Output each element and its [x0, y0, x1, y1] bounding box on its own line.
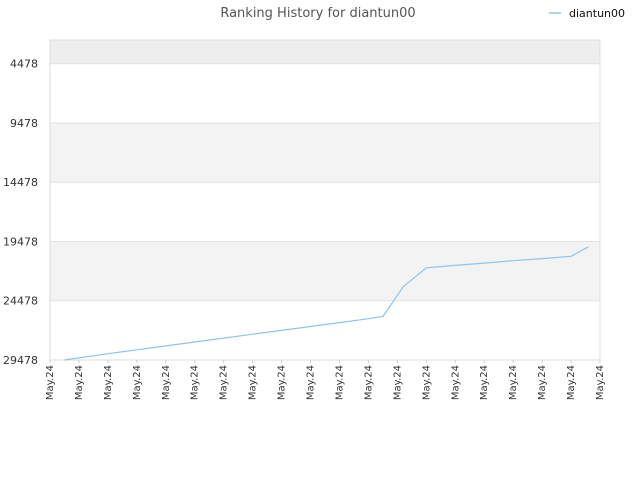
x-tick-label: May.24	[74, 365, 85, 400]
plot-background	[50, 40, 600, 360]
plot-band	[50, 40, 600, 64]
plot-band	[50, 300, 600, 360]
x-tick-label: May.24	[190, 365, 201, 400]
x-tick-label: May.24	[537, 365, 548, 400]
x-tick-label: May.24	[306, 365, 317, 400]
x-tick-label: May.24	[45, 365, 56, 400]
plot-band	[50, 63, 600, 123]
x-tick-label: May.24	[450, 365, 461, 400]
x-tick-label: May.24	[161, 365, 172, 400]
x-tick-label: May.24	[363, 365, 374, 400]
x-tick-label: May.24	[219, 365, 230, 400]
series-layer	[64, 246, 589, 361]
x-axis-ticks: May.24 May.24 May.24 May.24 May.24 May.24 May.…	[45, 360, 606, 400]
x-tick-label: May.24	[277, 365, 288, 400]
x-tick-label: May.24	[334, 365, 345, 400]
series-line-diantun00	[64, 246, 589, 361]
legend[interactable]: diantun00	[549, 7, 625, 20]
x-tick-label: May.24	[421, 365, 432, 400]
x-tick-label: May.24	[508, 365, 519, 400]
plot-frame	[49, 39, 601, 361]
x-tick-label: May.24	[595, 365, 606, 400]
chart-title: Ranking History for diantun00	[220, 6, 415, 21]
y-tick-label: 19478	[3, 235, 38, 248]
x-tick-label: May.24	[248, 365, 259, 400]
x-tick-label: May.24	[479, 365, 490, 400]
y-tick-label: 14478	[3, 176, 38, 189]
y-tick-label: 24478	[3, 295, 38, 308]
x-tick-label: May.24	[566, 365, 577, 400]
y-tick-label: 9478	[10, 117, 38, 130]
plot-band	[50, 182, 600, 242]
legend-label: diantun00	[569, 7, 625, 20]
plot-band	[50, 122, 600, 183]
x-tick-label: May.24	[392, 365, 403, 400]
plot-band	[50, 241, 600, 301]
y-tick-label: 29478	[3, 354, 38, 367]
y-tick-label: 4478	[10, 58, 38, 71]
x-tick-label: May.24	[132, 365, 143, 400]
x-tick-label: May.24	[103, 365, 114, 400]
y-axis-ticks: 4478 9478 14478 19478 24478 29478	[3, 58, 38, 367]
